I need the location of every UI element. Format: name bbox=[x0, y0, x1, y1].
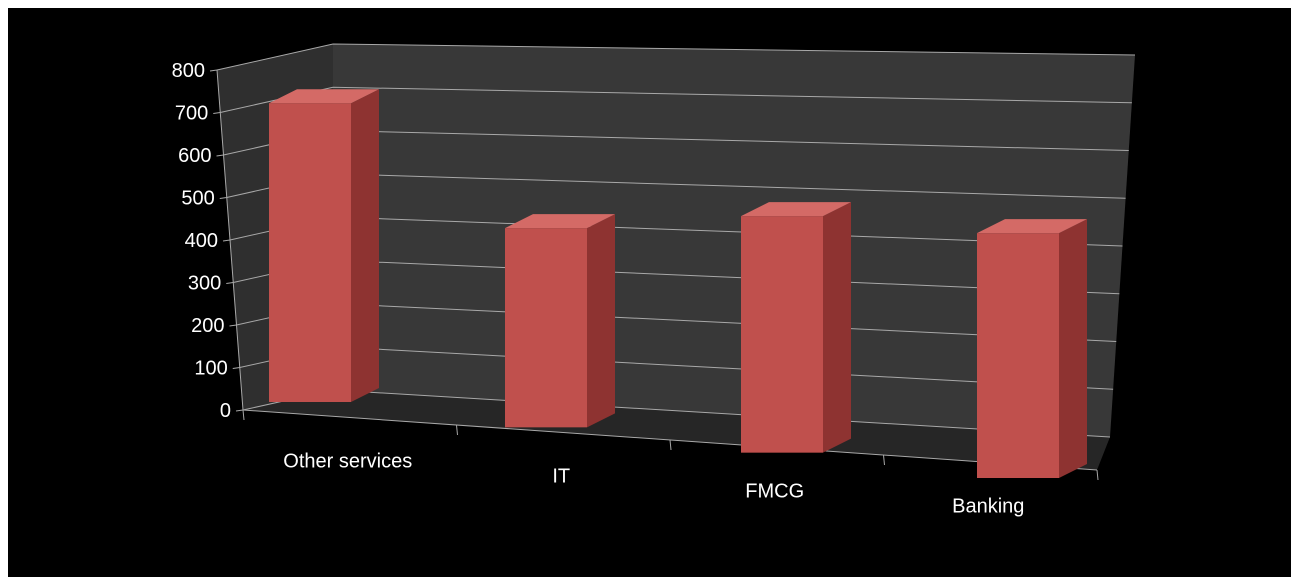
y-tick-mark bbox=[235, 409, 244, 412]
bar-side bbox=[823, 202, 851, 453]
gridline bbox=[220, 86, 1132, 113]
bar bbox=[977, 219, 1087, 478]
y-tick-mark bbox=[213, 112, 221, 114]
axes bbox=[209, 69, 1099, 481]
x-tick-mark bbox=[669, 439, 672, 451]
x-tick-mark bbox=[456, 424, 458, 436]
y-axis-line bbox=[216, 69, 244, 411]
bar bbox=[505, 214, 615, 428]
bars bbox=[269, 89, 1087, 478]
x-tick-mark bbox=[242, 409, 245, 421]
bar-top bbox=[505, 214, 615, 229]
bar-side bbox=[587, 214, 615, 428]
x-tick-mark bbox=[883, 454, 885, 466]
bar-front bbox=[505, 228, 587, 428]
y-tick-label: 300 bbox=[188, 273, 221, 295]
y-tick-mark bbox=[232, 367, 240, 369]
y-tick-label: 400 bbox=[185, 230, 218, 252]
y-tick-mark bbox=[229, 324, 237, 327]
bar-side bbox=[351, 89, 379, 402]
axis-labels: 0 100 200 300 400 500 600 700 800 Other services I… bbox=[172, 60, 1025, 518]
y-tick-label: 600 bbox=[178, 145, 211, 167]
gridline bbox=[216, 43, 1136, 71]
bar bbox=[269, 89, 379, 402]
x-category-label: IT bbox=[552, 466, 570, 488]
bar bbox=[741, 202, 851, 453]
y-tick-label: 800 bbox=[172, 60, 205, 82]
x-tick-mark bbox=[1096, 469, 1099, 481]
y-tick-label: 700 bbox=[175, 103, 208, 125]
x-category-label: Other services bbox=[283, 451, 412, 473]
bar-top bbox=[741, 202, 851, 217]
y-tick-label: 500 bbox=[181, 188, 214, 210]
y-tick-mark bbox=[219, 197, 227, 199]
bar-front bbox=[977, 233, 1059, 478]
y-tick-mark bbox=[216, 154, 224, 157]
x-category-label: Banking bbox=[952, 496, 1024, 518]
y-tick-mark bbox=[209, 69, 218, 72]
y-tick-label: 200 bbox=[191, 315, 224, 337]
y-tick-label: 0 bbox=[220, 400, 231, 422]
bar-top bbox=[977, 219, 1087, 234]
bar-front bbox=[741, 216, 823, 453]
chart-floor bbox=[243, 390, 1110, 470]
bar-top bbox=[269, 89, 379, 104]
x-category-label: FMCG bbox=[745, 481, 804, 503]
y-tick-label: 100 bbox=[194, 358, 227, 380]
y-tick-mark bbox=[222, 239, 231, 242]
bar-front bbox=[269, 103, 351, 402]
bar-side bbox=[1059, 219, 1087, 478]
y-tick-mark bbox=[226, 282, 234, 284]
